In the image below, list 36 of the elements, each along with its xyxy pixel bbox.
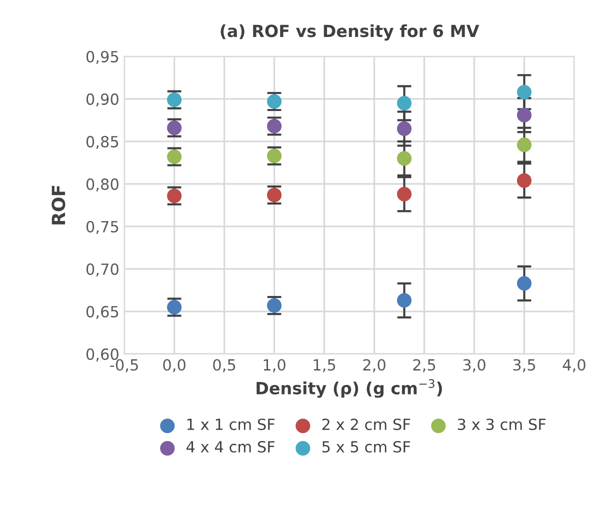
x-tick-label: 1,5 — [314, 359, 336, 372]
x-tick-label: 4,0 — [562, 359, 586, 372]
x-tick-label: 0,5 — [213, 359, 236, 372]
x-tick-label: 3,0 — [463, 359, 486, 372]
legend-label: 3 x 3 cm SF — [458, 418, 546, 430]
y-tick-label: 0,65 — [86, 306, 118, 320]
point — [396, 186, 412, 202]
x-tick-label: -0,5 — [110, 359, 138, 372]
point — [516, 84, 532, 100]
legend-label: 5 x 5 cm SF — [322, 440, 410, 453]
y-tick-label: 0,85 — [86, 136, 118, 150]
point — [516, 108, 532, 122]
y-tick-label: 0,60 — [86, 348, 118, 362]
point — [516, 138, 532, 152]
y-tick-label: 0,90 — [86, 93, 118, 107]
point — [516, 173, 532, 188]
legend-label: 2 x 2 cm SF — [322, 418, 410, 430]
y-tick-label: 0,95 — [86, 50, 118, 64]
y-axis-title: ROF — [52, 186, 66, 224]
point — [396, 293, 412, 308]
legend-label: 4 x 4 cm SF — [186, 440, 275, 453]
x-tick-label: 1,0 — [264, 359, 286, 372]
x-axis-title: Density (ρ) (g cm$^{−3}$) — [256, 379, 442, 398]
y-tick-label: 0,70 — [86, 263, 118, 277]
point — [396, 121, 412, 136]
x-tick-label: 3,5 — [513, 359, 536, 372]
x-tick-label: 2,5 — [413, 359, 436, 372]
x-tick-label: 0,0 — [163, 359, 186, 372]
point — [396, 96, 412, 110]
legend-label: 1 x 1 cm SF — [187, 418, 275, 430]
point — [396, 151, 412, 166]
y-tick-label: 0,80 — [86, 178, 118, 192]
y-tick-label: 0,75 — [86, 220, 118, 234]
x-tick-label: 2,0 — [363, 359, 386, 372]
chart-title: (a) ROF vs Density for 6 MV — [220, 24, 480, 41]
point — [516, 276, 532, 291]
